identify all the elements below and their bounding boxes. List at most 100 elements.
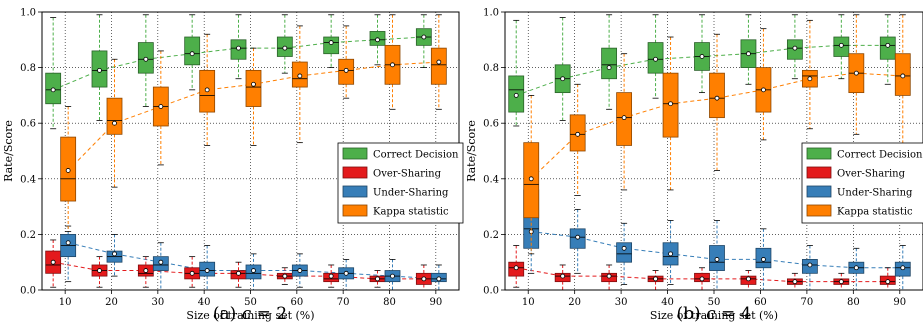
legend: Correct Decision Over-Sharing Under-Sharin… bbox=[337, 142, 464, 224]
x-tick-label: 20 bbox=[105, 297, 118, 308]
mean-marker bbox=[189, 270, 195, 276]
box-kappa-30 bbox=[616, 53, 633, 191]
x-tick-label: 30 bbox=[151, 297, 164, 308]
box-kappa-80 bbox=[384, 14, 401, 110]
mean-marker bbox=[575, 234, 581, 240]
y-tick-label: 0.6 bbox=[483, 119, 499, 130]
legend-swatch-over bbox=[806, 166, 832, 179]
panel-caption: (b) c = 4 bbox=[677, 304, 752, 324]
mean-marker bbox=[792, 45, 798, 51]
mean-marker bbox=[699, 54, 705, 59]
caption-letter: (a) bbox=[213, 304, 242, 324]
box-correct-30 bbox=[601, 14, 618, 110]
x-tick-label: 80 bbox=[847, 297, 860, 308]
caption-variable: c bbox=[242, 304, 252, 324]
box-body bbox=[879, 36, 896, 60]
box-kappa-60 bbox=[755, 28, 772, 141]
box-correct-90 bbox=[879, 14, 896, 85]
mean-marker bbox=[112, 120, 117, 126]
mean-marker bbox=[143, 56, 149, 62]
y-tick-label: 0.0 bbox=[483, 286, 499, 297]
panel-caption: (a) c = 2 bbox=[213, 304, 287, 324]
mean-marker bbox=[236, 45, 241, 51]
box-correct-20 bbox=[91, 14, 108, 121]
box-correct-70 bbox=[323, 14, 340, 68]
mean-marker bbox=[189, 51, 195, 57]
box-over-30 bbox=[601, 264, 618, 291]
mean-marker bbox=[390, 62, 395, 68]
y-tick-label: 0.4 bbox=[20, 174, 36, 185]
mean-marker bbox=[436, 276, 442, 282]
legend-swatch-correct bbox=[342, 147, 368, 160]
legend-label-correct: Correct Decision bbox=[837, 150, 923, 161]
caption-variable: c bbox=[706, 304, 716, 324]
box-kappa-70 bbox=[338, 25, 355, 99]
box-correct-80 bbox=[833, 14, 850, 80]
mean-marker bbox=[236, 270, 241, 276]
box-over-60 bbox=[740, 270, 757, 291]
mean-marker bbox=[621, 115, 627, 121]
mean-marker bbox=[251, 268, 256, 273]
x-tick-label: 60 bbox=[754, 297, 767, 308]
y-tick-label: 0.2 bbox=[483, 230, 499, 241]
legend: Correct Decision Over-Sharing Under-Sharin… bbox=[801, 142, 923, 224]
mean-marker bbox=[282, 45, 288, 51]
y-axis-label: Rate/Score bbox=[2, 120, 15, 182]
x-tick-label: 50 bbox=[708, 297, 721, 308]
mean-marker bbox=[560, 273, 566, 279]
box-correct-40 bbox=[647, 14, 664, 99]
box-over-10 bbox=[508, 245, 525, 288]
box-kappa-10 bbox=[60, 106, 77, 233]
box-under-20 bbox=[569, 208, 586, 274]
mean-marker bbox=[838, 279, 844, 285]
box-body bbox=[430, 47, 447, 85]
mean-marker bbox=[606, 65, 612, 70]
legend-label-kappa: Kappa statistic bbox=[837, 207, 913, 218]
chart-panel-a: 0.0 0.2 0.4 0.6 0.8 1.0 10 20 30 40 50 60 70 80 90 Size… bbox=[2, 8, 464, 324]
box-correct-60 bbox=[276, 14, 293, 74]
y-tick-label: 0.2 bbox=[20, 230, 36, 241]
box-correct-50 bbox=[694, 14, 710, 94]
mean-marker bbox=[853, 70, 859, 76]
box-kappa-30 bbox=[152, 50, 169, 166]
box-body bbox=[709, 72, 725, 119]
mean-marker bbox=[885, 279, 891, 285]
mean-marker bbox=[621, 245, 627, 251]
box-kappa-50 bbox=[709, 33, 725, 171]
box-correct-40 bbox=[184, 14, 201, 91]
box-over-50 bbox=[230, 261, 247, 288]
y-tick-label: 0.8 bbox=[20, 63, 36, 74]
legend-label-kappa: Kappa statistic bbox=[373, 207, 449, 218]
box-under-50 bbox=[245, 253, 262, 291]
mean-marker bbox=[343, 270, 349, 276]
mean-marker bbox=[375, 37, 380, 43]
y-tick-label: 0.4 bbox=[483, 174, 499, 185]
mean-marker bbox=[297, 268, 303, 273]
mean-marker bbox=[50, 259, 56, 265]
mean-marker bbox=[714, 257, 720, 262]
box-over-80 bbox=[369, 270, 386, 288]
box-kappa-40 bbox=[662, 36, 679, 191]
caption-value: = 2 bbox=[251, 304, 287, 324]
mean-marker bbox=[50, 87, 56, 93]
mean-marker bbox=[112, 251, 117, 257]
mean-marker bbox=[204, 268, 210, 273]
box-kappa-20 bbox=[569, 83, 586, 196]
box-over-70 bbox=[323, 264, 340, 288]
y-tick-label: 1.0 bbox=[20, 8, 36, 19]
box-correct-50 bbox=[230, 14, 247, 80]
box-kappa-70 bbox=[801, 19, 818, 130]
x-tick-label: 60 bbox=[290, 297, 303, 308]
x-tick-label: 10 bbox=[522, 297, 535, 308]
legend-swatch-under bbox=[342, 185, 368, 198]
mean-marker bbox=[158, 259, 164, 265]
mean-marker bbox=[653, 56, 658, 62]
box-correct-90 bbox=[415, 14, 432, 68]
x-tick-label: 70 bbox=[337, 297, 350, 308]
box-correct-70 bbox=[786, 14, 803, 80]
mean-marker bbox=[97, 268, 102, 273]
mean-marker bbox=[328, 273, 334, 279]
box-over-10 bbox=[45, 239, 62, 288]
x-tick-label: 40 bbox=[198, 297, 211, 308]
